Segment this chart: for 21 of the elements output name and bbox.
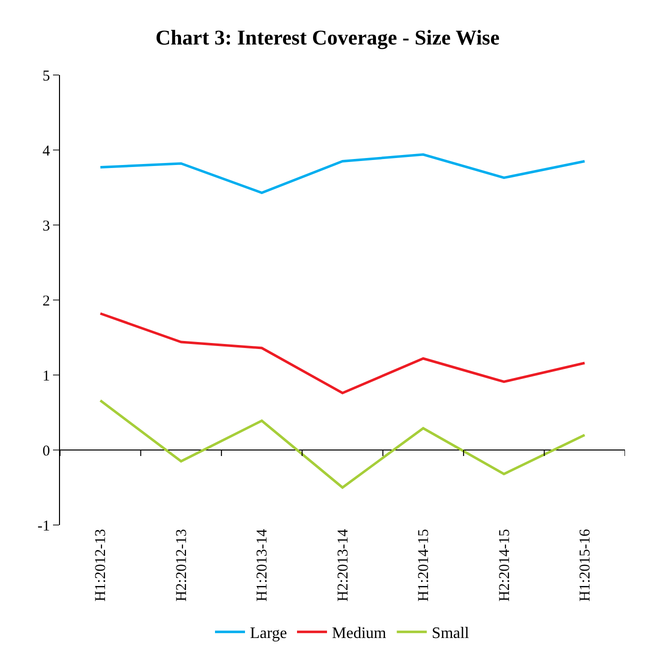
x-tick-label: H1:2014-15: [416, 529, 432, 602]
y-tick-label: 5: [42, 68, 50, 84]
legend-label: Small: [432, 625, 470, 642]
y-tick-label: 3: [42, 218, 50, 234]
x-tick-label: H1:2015-16: [578, 528, 594, 602]
x-tick-label: H1:2013-14: [254, 528, 271, 602]
y-tick-label: -1: [38, 518, 50, 534]
x-tick-label: H2:2014-15: [496, 529, 513, 602]
legend-label: Medium: [332, 625, 387, 642]
y-tick-label: 1: [42, 368, 50, 384]
line-series: [99, 153, 586, 194]
line-series: [99, 399, 586, 489]
line-series: [99, 312, 586, 394]
x-tick-label: H2:2012-13: [174, 529, 190, 602]
legend-label: Large: [250, 625, 288, 642]
y-tick-label: 0: [42, 443, 50, 460]
chart-title: Chart 3: Interest Coverage - Size Wise: [155, 25, 500, 50]
x-tick-label: H2:2013-14: [335, 528, 352, 602]
y-tick-label: 4: [42, 143, 50, 160]
x-tick-label: H1:2012-13: [93, 529, 110, 602]
y-tick-label: 2: [42, 293, 50, 310]
